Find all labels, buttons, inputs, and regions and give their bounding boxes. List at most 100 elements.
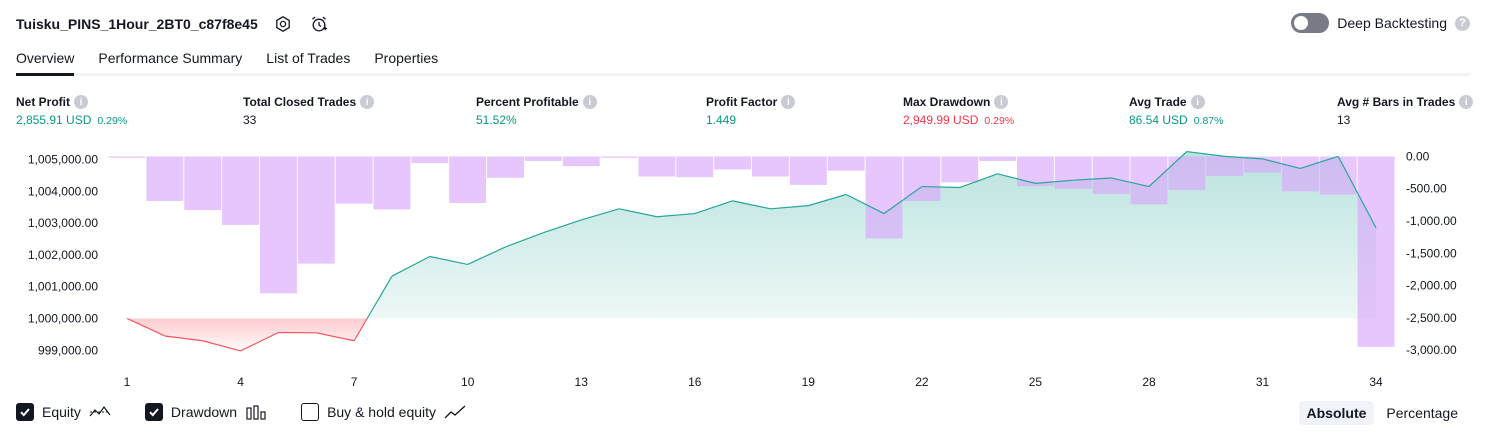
equity-line-segment xyxy=(202,340,241,352)
equity-line-segment xyxy=(921,185,960,189)
left-axis-tick-label: 1,002,000.00 xyxy=(28,248,98,262)
equity-line-segment xyxy=(1186,150,1225,157)
legend-drawdown[interactable]: Drawdown xyxy=(144,403,267,421)
report-tabs: Overview Performance Summary List of Tra… xyxy=(16,46,1470,76)
absolute-button[interactable]: Absolute xyxy=(1298,401,1375,425)
deep-backtesting-toggle[interactable] xyxy=(1291,13,1330,33)
left-axis-tick-label: 1,001,000.00 xyxy=(28,280,98,294)
x-axis-tick-label: 25 xyxy=(1029,375,1043,389)
help-icon[interactable]: i xyxy=(1459,95,1474,109)
drawdown-bar xyxy=(1357,156,1395,347)
drawdown-bar xyxy=(146,156,184,201)
equity-line-segment xyxy=(543,219,582,234)
tab-overview[interactable]: Overview xyxy=(16,46,75,76)
drawdown-checkbox[interactable] xyxy=(144,403,163,421)
drawdown-bar xyxy=(260,156,297,294)
help-icon[interactable]: i xyxy=(781,95,796,109)
x-axis-tick-label: 28 xyxy=(1142,375,1156,389)
alarm-clock-icon[interactable] xyxy=(308,13,330,35)
metric-label: Profit Factor xyxy=(706,95,778,109)
help-icon[interactable]: i xyxy=(1190,95,1205,109)
metric-percent-profitable: Percent Profitable i 51.52% xyxy=(476,94,597,127)
x-axis-tick-label: 7 xyxy=(351,375,358,389)
percentage-button[interactable]: Percentage xyxy=(1386,405,1458,421)
equity-drawdown-chart[interactable]: 1,005,000.00 1,004,000.00 1,003,000.00 1,00… xyxy=(0,138,1486,393)
metric-net-profit: Net Profit i 2,855.91 USD 0.29% xyxy=(16,94,127,127)
help-icon[interactable]: ? xyxy=(1455,15,1470,31)
drawdown-bar xyxy=(222,156,259,225)
help-icon[interactable]: i xyxy=(582,95,597,109)
tab-properties[interactable]: Properties xyxy=(374,50,439,66)
equity-loss-area xyxy=(127,318,368,351)
metric-total-closed-trades: Total Closed Trades i 33 xyxy=(243,94,375,127)
drawdown-bar xyxy=(297,156,335,264)
deep-backtesting: Deep Backtesting ? xyxy=(1291,13,1470,33)
drawdown-bar xyxy=(941,156,979,183)
drawdown-bar xyxy=(1092,156,1130,194)
x-axis-tick-label: 22 xyxy=(915,375,929,389)
equity-line-segment xyxy=(618,208,658,218)
x-axis-tick-label: 34 xyxy=(1369,375,1383,389)
left-axis-tick-label: 999,000.00 xyxy=(38,343,98,357)
metric-label: Avg # Bars in Trades xyxy=(1337,95,1456,109)
right-axis-tick-label: -2,000.00 xyxy=(1406,279,1457,293)
equity-line-segment xyxy=(997,173,1036,184)
metric-value: 2,855.91 USD xyxy=(16,113,92,127)
drawdown-bar xyxy=(1244,156,1281,173)
left-axis-tick-label: 1,000,000.00 xyxy=(28,312,98,326)
drawdown-bar xyxy=(676,156,714,178)
help-icon[interactable]: i xyxy=(360,95,375,109)
buy-hold-line-icon xyxy=(444,405,466,419)
chart-legend: Equity Drawdown Buy & hold equity xyxy=(16,403,500,421)
help-icon[interactable]: i xyxy=(74,95,88,109)
equity-line-segment xyxy=(656,212,695,218)
settings-icon[interactable] xyxy=(272,13,294,35)
drawdown-bar xyxy=(411,156,449,163)
tab-list-of-trades[interactable]: List of Trades xyxy=(266,50,351,66)
tab-performance-summary[interactable]: Performance Summary xyxy=(98,50,243,66)
drawdown-bar xyxy=(600,156,638,158)
right-axis-tick-label: -2,500.00 xyxy=(1406,311,1457,325)
toggle-knob xyxy=(1294,16,1309,30)
equity-line-segment xyxy=(1148,151,1188,188)
equity-checkbox[interactable] xyxy=(16,403,34,421)
metric-profit-factor: Profit Factor i 1.449 xyxy=(706,94,796,127)
metric-avg-trade: Avg Trade i 86.54 USD 0.87% xyxy=(1129,94,1223,127)
drawdown-bar xyxy=(1054,156,1092,189)
equity-line-segment xyxy=(126,317,166,337)
legend-buy-hold-equity[interactable]: Buy & hold equity xyxy=(301,403,466,421)
metric-value: 51.52% xyxy=(476,113,517,127)
drawdown-bar xyxy=(108,156,146,158)
metric-value: 33 xyxy=(243,113,257,127)
equity-line-segment xyxy=(240,331,279,352)
equity-line-segment xyxy=(429,255,468,266)
equity-line-segment xyxy=(1300,155,1339,170)
metric-value: 1.449 xyxy=(706,113,737,127)
equity-line-segment xyxy=(467,246,506,265)
metric-label: Net Profit xyxy=(16,95,70,109)
metric-avg-bars-in-trades: Avg # Bars in Trades i 13 xyxy=(1337,94,1474,127)
strategy-name: Tuisku_PINS_1Hour_2BT0_c87f8e45 xyxy=(16,16,258,32)
metric-value: 2,949.99 USD xyxy=(903,113,979,127)
equity-line-segment xyxy=(1337,156,1377,229)
legend-label: Drawdown xyxy=(170,404,238,420)
x-axis-tick-label: 16 xyxy=(688,375,702,389)
drawdown-bar xyxy=(487,156,524,178)
drawdown-bar xyxy=(865,156,903,239)
drawdown-bar xyxy=(714,156,752,170)
equity-line-segment xyxy=(366,275,393,319)
drawdown-bar xyxy=(752,156,789,177)
drawdown-bar xyxy=(789,156,827,185)
metric-percent: 0.29% xyxy=(984,115,1015,127)
drawdown-bar xyxy=(1017,156,1054,187)
equity-line-segment xyxy=(581,208,620,221)
buy-hold-checkbox[interactable] xyxy=(301,403,320,421)
equity-line-segment xyxy=(1224,155,1263,160)
drawdown-bar xyxy=(903,156,941,201)
legend-equity[interactable]: Equity xyxy=(16,403,111,421)
equity-line-icon xyxy=(89,405,111,417)
equity-line-segment xyxy=(883,186,923,215)
help-icon[interactable]: i xyxy=(994,95,1009,109)
metric-max-drawdown: Max Drawdown i 2,949.99 USD 0.29% xyxy=(903,94,1014,127)
metric-label: Avg Trade xyxy=(1129,95,1187,109)
